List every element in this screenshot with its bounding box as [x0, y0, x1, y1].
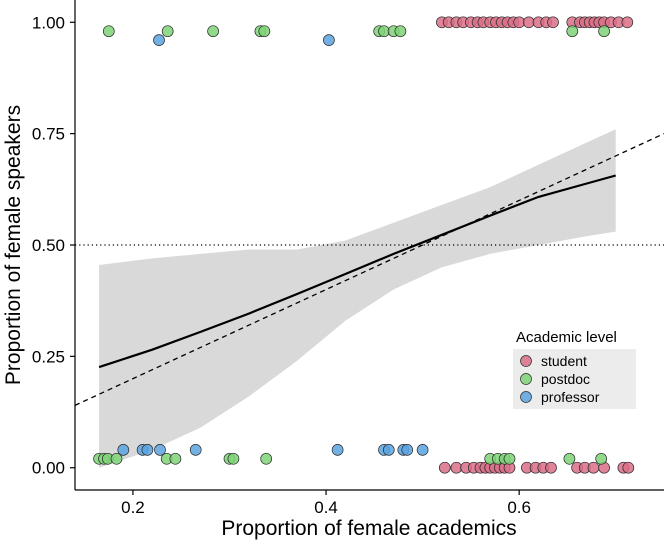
x-tick-label: 0.4 — [314, 498, 338, 517]
student-point — [522, 16, 535, 29]
y-tick-label: 0.75 — [32, 125, 65, 144]
professor-point — [153, 34, 165, 46]
postdoc-point — [566, 25, 579, 38]
legend-title: Academic level — [516, 329, 617, 346]
legend-background — [513, 349, 636, 409]
postdoc-point — [227, 452, 240, 465]
y-tick-label: 0.50 — [32, 236, 65, 255]
y-tick-label: 0.25 — [32, 347, 65, 366]
student-point — [450, 461, 463, 474]
postdoc-point — [394, 25, 407, 38]
postdoc-point — [595, 452, 608, 465]
x-axis-label: Proportion of female academics — [221, 517, 516, 540]
professor-point — [323, 34, 335, 46]
professor-legend-label: professor — [541, 389, 600, 405]
professor-point — [331, 444, 344, 456]
data-points — [93, 16, 635, 474]
professor-point — [117, 444, 130, 456]
postdoc-point — [110, 452, 123, 465]
postdoc-point — [563, 452, 576, 465]
postdoc-point — [169, 452, 182, 465]
x-tick-label: 0.2 — [121, 498, 145, 517]
postdoc-point — [503, 452, 516, 465]
y-tick-label: 1.00 — [32, 13, 65, 32]
professor-point — [141, 444, 154, 456]
professor-point — [154, 444, 166, 456]
y-axis-label: Proportion of female speakers — [2, 105, 25, 385]
student-point — [621, 16, 634, 29]
student-point — [438, 461, 451, 474]
student-legend-marker — [520, 355, 532, 367]
y-axis-ticks: 0.00 0.25 0.50 0.75 1.00 — [32, 13, 75, 478]
fit-line — [98, 174, 616, 369]
student-point — [587, 461, 600, 474]
legend: Academic level student postdoc professor — [513, 329, 636, 409]
professor-point — [382, 444, 395, 456]
x-axis-ticks: 0.2 0.4 0.6 — [121, 490, 531, 517]
postdoc-point — [161, 25, 174, 38]
student-point — [545, 461, 557, 474]
professor-point — [416, 444, 429, 456]
professor-point — [189, 444, 202, 456]
postdoc-point — [102, 25, 115, 38]
student-point — [622, 461, 635, 474]
postdoc-point — [598, 25, 610, 38]
postdoc-legend-marker — [520, 373, 532, 385]
postdoc-point — [260, 452, 273, 465]
professor-legend-marker — [520, 391, 532, 403]
identity-reference-line — [75, 133, 664, 406]
postdoc-legend-label: postdoc — [541, 371, 590, 387]
y-tick-label: 0.00 — [32, 459, 65, 478]
student-point — [547, 16, 559, 29]
confidence-band — [99, 129, 616, 468]
professor-point — [401, 444, 414, 456]
postdoc-point — [258, 25, 271, 38]
student-legend-label: student — [541, 353, 587, 369]
postdoc-point — [207, 25, 219, 38]
x-tick-label: 0.6 — [507, 498, 531, 517]
